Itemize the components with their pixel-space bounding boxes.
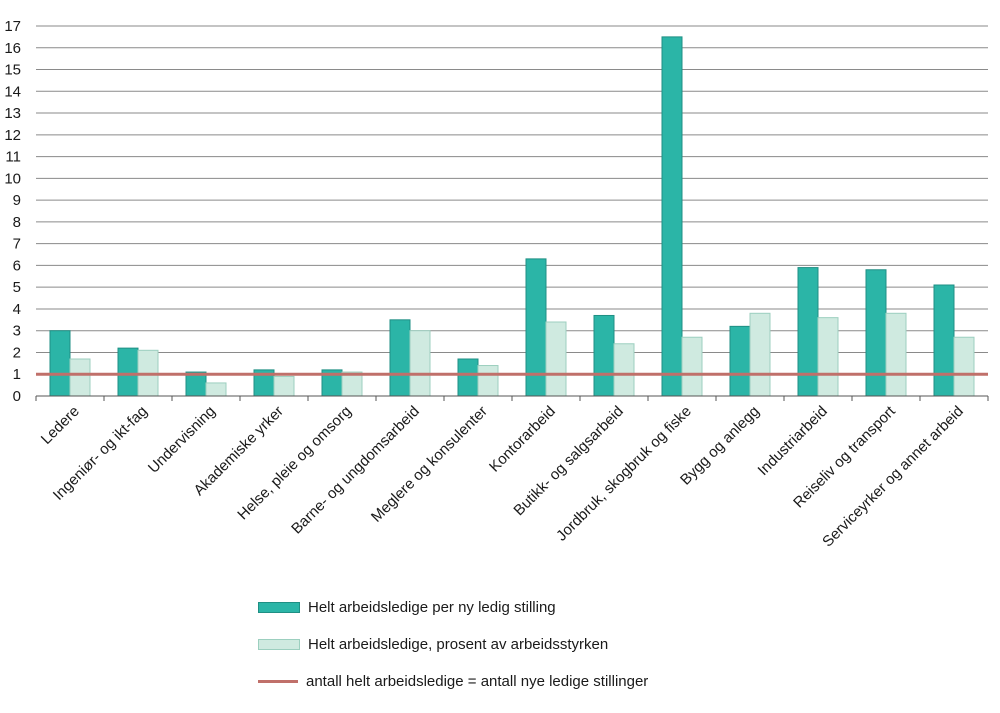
bar-series-2: [69, 358, 91, 397]
bar-series-2: [613, 343, 635, 397]
legend-item-series-1: Helt arbeidsledige per ny ledig stilling: [258, 596, 648, 618]
x-axis: [35, 395, 989, 401]
legend-label-series-1: Helt arbeidsledige per ny ledig stilling: [308, 598, 556, 616]
bar-series-2: [273, 375, 295, 397]
legend-label-series-2: Helt arbeidsledige, prosent av arbeidsst…: [308, 635, 609, 653]
bars: [49, 36, 975, 397]
legend-swatch-series-2: [258, 638, 300, 650]
category-label: Serviceyrker og annet arbeid: [819, 403, 967, 551]
y-tick-label: 12: [4, 127, 21, 144]
bar-series-2: [545, 321, 567, 397]
bar-series-1: [593, 314, 615, 397]
category-label: Undervisning: [145, 403, 219, 477]
legend-item-series-2: Helt arbeidsledige, prosent av arbeidsst…: [258, 633, 648, 655]
legend-swatch-series-1: [258, 601, 300, 613]
y-tick-label: 11: [5, 149, 21, 166]
y-tick-label: 3: [13, 323, 21, 340]
bar-series-2: [477, 365, 499, 397]
y-tick-label: 15: [4, 62, 21, 79]
bar-series-1: [117, 347, 139, 397]
bar-series-1: [933, 284, 955, 397]
y-tick-label: 13: [4, 105, 21, 122]
bar-series-1: [457, 358, 479, 397]
bar-series-2: [205, 382, 227, 397]
category-label: Jordbruk, skogbruk og fiske: [553, 403, 695, 545]
bar-series-1: [661, 36, 683, 397]
bar-series-2: [749, 312, 771, 397]
y-tick-label: 17: [4, 18, 21, 35]
y-tick-label: 4: [13, 301, 21, 318]
y-tick-label: 6: [13, 257, 21, 274]
bar-series-2: [817, 317, 839, 397]
y-tick-label: 10: [4, 170, 21, 187]
y-tick-label: 7: [13, 236, 21, 253]
y-tick-label: 8: [13, 214, 21, 231]
category-label: Barne- og ungdomsarbeid: [288, 403, 423, 538]
y-tick-label: 9: [13, 192, 21, 209]
category-label: Meglere og konsulenter: [368, 403, 491, 526]
legend-line-reference: [258, 679, 298, 683]
legend-item-reference-line: antall helt arbeidsledige = antall nye l…: [258, 670, 648, 692]
bar-series-2: [953, 336, 975, 397]
category-label: Butikk- og salgsarbeid: [510, 403, 626, 519]
gridlines: [36, 25, 988, 397]
y-tick-label: 14: [4, 83, 21, 100]
category-label: Helse, pleie og omsorg: [234, 403, 355, 524]
bar-series-2: [681, 336, 703, 397]
bar-series-2: [409, 330, 431, 397]
category-label: Ledere: [38, 403, 83, 448]
bar-series-2: [885, 312, 907, 397]
bar-series-1: [865, 269, 887, 397]
y-tick-label: 0: [13, 388, 21, 405]
legend: Helt arbeidsledige per ny ledig stilling…: [258, 596, 648, 707]
category-label: Kontorarbeid: [486, 403, 559, 476]
y-tick-label: 16: [4, 40, 21, 57]
bar-series-1: [389, 319, 411, 397]
bar-series-1: [797, 267, 819, 397]
category-label: Industriarbeid: [755, 403, 831, 479]
bar-series-1: [49, 330, 71, 397]
bar-series-1: [729, 325, 751, 397]
y-tick-label: 2: [13, 344, 21, 361]
y-tick-label: 1: [13, 366, 21, 383]
legend-label-reference-line: antall helt arbeidsledige = antall nye l…: [306, 672, 649, 690]
y-tick-label: 5: [13, 279, 21, 296]
